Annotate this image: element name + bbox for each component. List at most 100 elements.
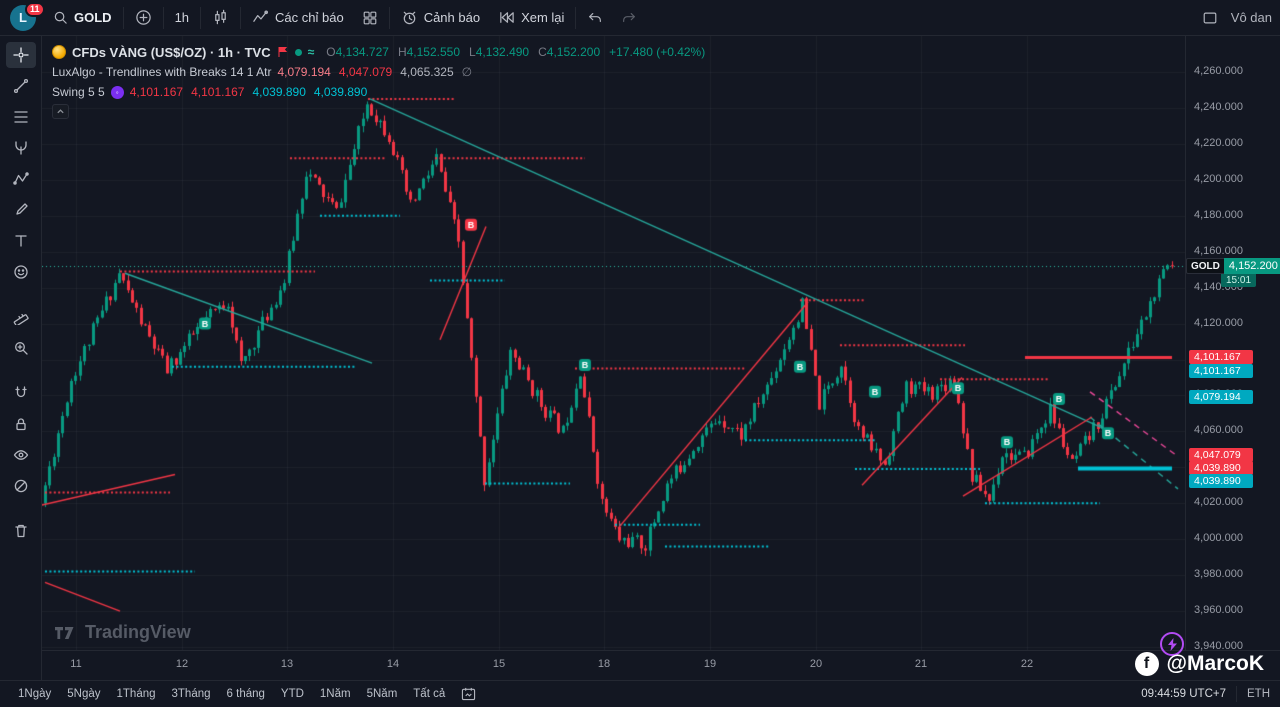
range-button[interactable]: Tất cả: [405, 685, 453, 703]
range-button[interactable]: 3Tháng: [164, 685, 219, 703]
indicators-button[interactable]: Các chỉ báo: [245, 4, 351, 31]
range-button[interactable]: 1Tháng: [109, 685, 164, 703]
pattern-tool-button[interactable]: [6, 166, 36, 192]
crosshair-tool-button[interactable]: [5, 42, 36, 68]
swing-indicator-icon: ◦: [110, 85, 124, 99]
remove-drawings-tool-button[interactable]: [6, 518, 36, 544]
range-button[interactable]: 5Năm: [359, 685, 406, 703]
price-tick-label: 4,220.000: [1194, 136, 1243, 149]
calendar-icon: [462, 687, 476, 701]
time-tick-label: 18: [597, 658, 611, 670]
symbol-search-label: GOLD: [74, 10, 112, 25]
symbol-search-button[interactable]: GOLD: [46, 5, 119, 30]
range-button[interactable]: YTD: [273, 685, 312, 703]
hide-all-tool-button[interactable]: [6, 442, 36, 468]
range-button[interactable]: 5Ngày: [59, 685, 108, 703]
range-button[interactable]: 6 tháng: [219, 685, 273, 703]
legend-collapse-button[interactable]: [52, 104, 69, 119]
alert-button[interactable]: Cảnh báo: [394, 4, 487, 31]
candlestick-chart-canvas[interactable]: [42, 36, 1185, 650]
price-tick-label: 4,000.000: [1194, 532, 1243, 545]
price-tick-label: 4,120.000: [1194, 316, 1243, 329]
time-axis[interactable]: 11 12 13 14 15 18 19 20 21 22: [42, 650, 1280, 680]
range-button[interactable]: 1Năm: [312, 685, 359, 703]
tradingview-watermark: TradingView: [54, 622, 191, 643]
lightning-button[interactable]: [1160, 632, 1184, 656]
lightning-icon: [1167, 637, 1177, 651]
time-tick-label: 14: [386, 658, 400, 670]
social-handle: @MarcoK: [1166, 652, 1265, 675]
indicator-legend-row[interactable]: LuxAlgo - Trendlines with Breaks 14 1 At…: [52, 62, 705, 82]
main-area: CFDs VÀNG (US$/OZ) · 1h · TVC ≈ O4,134.7…: [0, 36, 1280, 680]
price-tick-label: 4,180.000: [1194, 208, 1243, 221]
pitchfork-tool-button[interactable]: [6, 135, 36, 161]
price-tick-label: 3,940.000: [1194, 640, 1243, 652]
price-tick-label: 4,200.000: [1194, 172, 1243, 185]
current-price-badge: GOLD 4,152.200 15:01: [1186, 257, 1280, 287]
interval-label: 1h: [174, 10, 190, 25]
price-level-badge: 4,039.890: [1189, 473, 1253, 488]
fib-retracement-tool-button[interactable]: [6, 104, 36, 130]
crosshair-icon: [12, 47, 29, 63]
symbol-legend-row[interactable]: CFDs VÀNG (US$/OZ) · 1h · TVC ≈ O4,134.7…: [52, 42, 705, 62]
replay-icon: [500, 12, 514, 23]
eye-icon: [13, 450, 28, 460]
layout-grid-button[interactable]: [355, 5, 385, 31]
symbol-title: CFDs VÀNG (US$/OZ) · 1h · TVC: [72, 44, 271, 60]
range-buttons: 1Ngày 5Ngày 1Tháng 3Tháng 6 tháng YTD 1Năm 5Năm…: [10, 685, 453, 703]
measure-tool-button[interactable]: [6, 304, 36, 330]
time-tick-label: 11: [70, 658, 82, 670]
price-axis[interactable]: 4,260.000 4,240.000 4,220.000 4,200.000 4,18…: [1185, 36, 1280, 652]
lock-all-tool-button[interactable]: [6, 411, 36, 437]
panel-toggle-button[interactable]: [1195, 5, 1225, 31]
tradingview-watermark-text: TradingView: [85, 622, 191, 642]
chart-pane: CFDs VÀNG (US$/OZ) · 1h · TVC ≈ O4,134.7…: [42, 36, 1280, 680]
change-value: +17.480 (+0.42%): [609, 45, 706, 59]
go-to-date-button[interactable]: [455, 685, 482, 703]
range-button[interactable]: 1Ngày: [10, 685, 59, 703]
clock[interactable]: 09:44:59: [1141, 688, 1187, 700]
open-value: 4,134.727: [335, 45, 389, 59]
price-tick-label: 4,060.000: [1194, 424, 1243, 437]
indicators-icon: [253, 10, 269, 22]
trash-icon: [14, 524, 27, 538]
time-tick-label: 21: [914, 658, 928, 670]
user-menu-button[interactable]: L 11: [8, 1, 45, 33]
social-watermark: f @MarcoK: [1134, 652, 1265, 676]
redo-button[interactable]: [614, 5, 644, 31]
replay-button[interactable]: Xem lại: [491, 4, 571, 31]
emoji-tool-button[interactable]: [6, 259, 36, 285]
text-tool-button[interactable]: [6, 228, 36, 254]
magnet-tool-button[interactable]: [6, 380, 36, 406]
tradingview-logo-icon: [55, 626, 74, 639]
price-tick-label: 4,160.000: [1194, 244, 1243, 257]
ohlc-values: O4,134.727 H4,152.550 L4,132.490 C4,152.…: [326, 45, 706, 59]
indicators-label: Các chỉ báo: [275, 10, 344, 25]
current-price-value: 4,152.200: [1223, 257, 1280, 274]
brush-icon: [15, 203, 28, 215]
chart-style-button[interactable]: [205, 4, 236, 31]
swing-values: 4,101.167 4,101.167 4,039.890 4,039.890: [129, 85, 368, 99]
low-value: 4,132.490: [475, 45, 530, 59]
high-value: 4,152.550: [406, 45, 461, 59]
swing-legend-row[interactable]: Swing 5 5 ◦ 4,101.167 4,101.167 4,039.89…: [52, 82, 705, 102]
text-icon: [14, 235, 27, 247]
lock-icon: [15, 418, 26, 431]
grid-layout-icon: [363, 11, 377, 24]
timezone[interactable]: UTC+7: [1189, 688, 1226, 700]
brush-tool-button[interactable]: [6, 197, 36, 223]
ruler-icon: [13, 313, 29, 325]
interval-button[interactable]: 1h: [168, 5, 196, 30]
zoom-in-tool-button[interactable]: [6, 335, 36, 361]
undo-button[interactable]: [580, 5, 610, 31]
compare-add-button[interactable]: [128, 4, 159, 31]
search-icon: [54, 11, 67, 24]
trend-line-tool-button[interactable]: [6, 73, 36, 99]
time-tick-label: 12: [175, 658, 189, 670]
hide-drawings-tool-button[interactable]: [6, 473, 36, 499]
flag-icon[interactable]: [277, 46, 289, 58]
session-label[interactable]: ETH: [1247, 688, 1270, 700]
indicator-name: LuxAlgo - Trendlines with Breaks 14 1 At…: [52, 65, 272, 79]
emoji-icon: [13, 265, 28, 279]
trend-line-icon: [13, 78, 28, 94]
